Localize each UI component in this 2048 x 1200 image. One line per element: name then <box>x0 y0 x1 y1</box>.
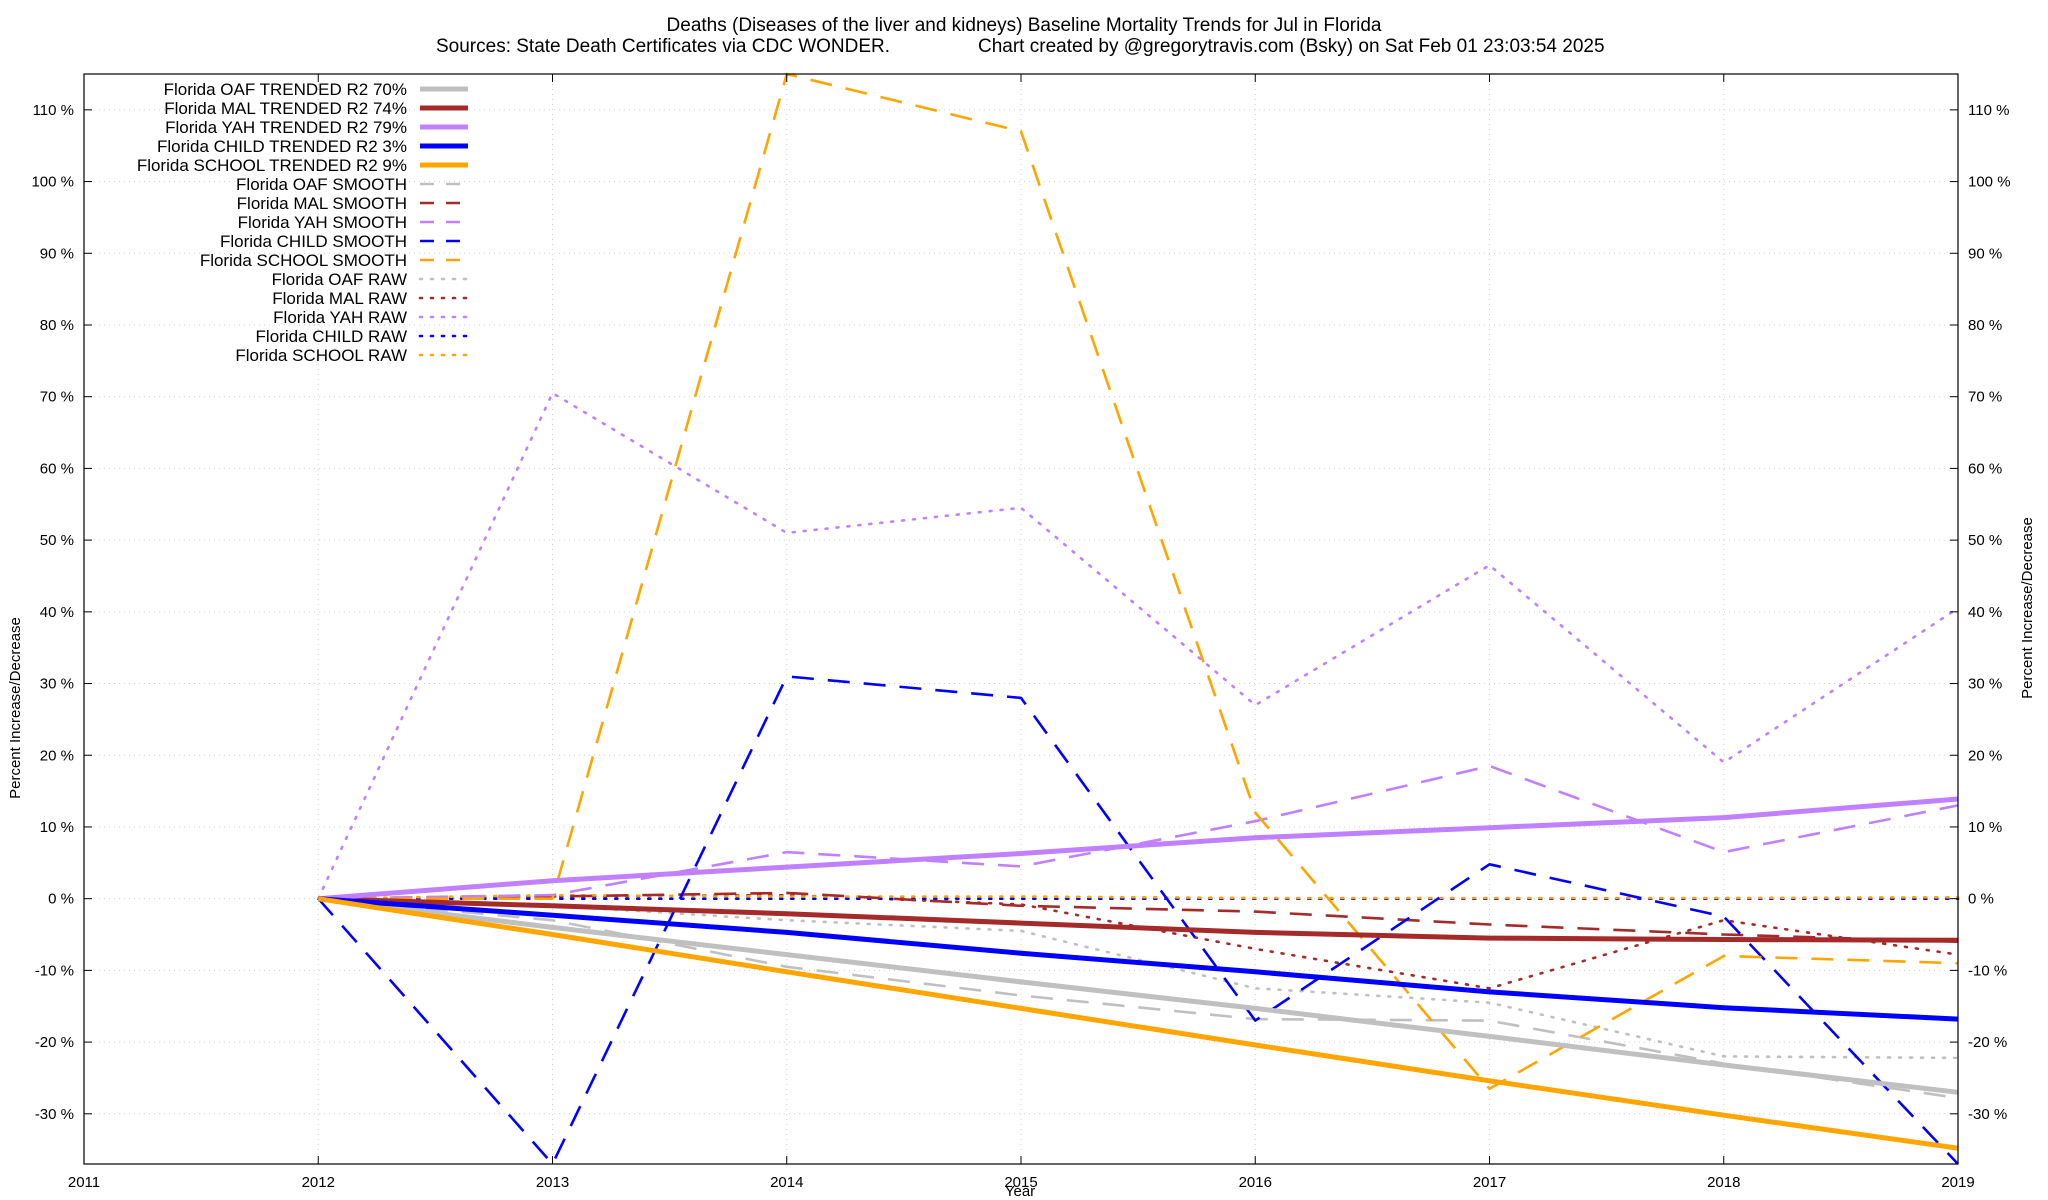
legend-label: Florida YAH RAW <box>273 308 407 327</box>
y-tick-label-left: 80 % <box>40 317 74 334</box>
y-tick-label-right: -10 % <box>1968 962 2007 979</box>
y-tick-label-right: 30 % <box>1968 676 2002 693</box>
y-tick-label-left: 110 % <box>33 102 74 119</box>
y-tick-label-left: 90 % <box>40 245 74 262</box>
chart-title: Deaths (Diseases of the liver and kidney… <box>667 15 1382 36</box>
y-tick-label-right: -30 % <box>1968 1106 2007 1123</box>
chart-subtitle-sources: Sources: State Death Certificates via CD… <box>436 36 890 57</box>
legend-label: Florida OAF RAW <box>272 270 407 289</box>
series-line-0 <box>317 896 1959 1095</box>
y-tick-label-right: 110 % <box>1968 102 2009 119</box>
y-tick-label-right: 80 % <box>1968 317 2002 334</box>
y-tick-label-left: 20 % <box>40 747 74 764</box>
series-line-3 <box>318 896 1959 1022</box>
chart-subtitle-credit: Chart created by @gregorytravis.com (Bsk… <box>978 36 1605 57</box>
y-tick-label-right: 90 % <box>1968 245 2002 262</box>
y-tick-label-right: -20 % <box>1968 1034 2007 1051</box>
legend-label: Florida SCHOOL TRENDED R2 9% <box>137 156 407 175</box>
y-tick-label-right: 60 % <box>1968 460 2002 477</box>
legend-label: Florida OAF SMOOTH <box>236 175 407 194</box>
y-axis-label-right: Percent Increase/Decrease <box>2019 517 2036 699</box>
series-line-9 <box>318 72 1959 1090</box>
legend-label: Florida MAL TRENDED R2 74% <box>164 99 407 118</box>
series-line-2 <box>318 796 1959 902</box>
y-tick-label-left: 10 % <box>40 819 74 836</box>
x-tick-label: 2013 <box>536 1174 569 1191</box>
legend: Florida OAF TRENDED R2 70%Florida MAL TR… <box>137 80 470 365</box>
x-tick-label: 2018 <box>1707 1174 1740 1191</box>
legend-label: Florida YAH SMOOTH <box>238 213 407 232</box>
series-line-14 <box>316 893 1960 901</box>
series-line-4 <box>317 896 1959 1151</box>
legend-label: Florida CHILD TRENDED R2 3% <box>157 137 407 156</box>
y-tick-label-right: 20 % <box>1968 747 2002 764</box>
y-tick-label-right: 100 % <box>1968 174 2011 191</box>
x-tick-label: 2011 <box>68 1174 100 1191</box>
x-tick-label: 2019 <box>1941 1174 1974 1191</box>
y-tick-label-left: 30 % <box>40 676 74 693</box>
legend-label: Florida MAL RAW <box>272 289 407 308</box>
y-tick-label-left: -10 % <box>35 962 74 979</box>
x-tick-label: 2014 <box>770 1174 803 1191</box>
x-axis-label: Year <box>1005 1183 1035 1200</box>
y-tick-label-right: 70 % <box>1968 389 2002 406</box>
series-line-6 <box>318 891 1959 943</box>
y-tick-label-left: 70 % <box>40 389 74 406</box>
legend-label: Florida CHILD RAW <box>256 327 407 346</box>
series-line-8 <box>317 675 1959 1166</box>
series-line-1 <box>318 896 1959 943</box>
x-tick-label: 2016 <box>1239 1174 1272 1191</box>
y-tick-label-right: 50 % <box>1968 532 2002 549</box>
y-tick-label-left: 100 % <box>31 174 74 191</box>
legend-label: Florida MAL SMOOTH <box>237 194 407 213</box>
x-tick-label: 2017 <box>1473 1174 1506 1191</box>
series-line-5 <box>318 897 1959 1100</box>
legend-label: Florida SCHOOL RAW <box>235 346 407 365</box>
series-lines <box>316 72 1960 1166</box>
x-tick-label: 2012 <box>302 1174 335 1191</box>
y-tick-label-right: 40 % <box>1968 604 2002 621</box>
x-tick-label: 2015 <box>1004 1174 1037 1191</box>
y-axis-label-left: Percent Increase/Decrease <box>7 617 24 799</box>
y-tick-label-left: 0 % <box>48 891 74 908</box>
y-tick-label-right: 0 % <box>1968 891 1994 908</box>
y-tick-label-left: 50 % <box>40 532 74 549</box>
y-tick-label-left: 60 % <box>40 460 74 477</box>
axis-ticks: 2011 2012 2013 2014 2015 2016 2017 2018 2019 -30 … <box>31 74 2011 1191</box>
legend-label: Florida CHILD SMOOTH <box>220 232 407 251</box>
y-tick-label-left: 40 % <box>40 604 74 621</box>
y-tick-label-left: -30 % <box>35 1106 74 1123</box>
legend-label: Florida SCHOOL SMOOTH <box>200 251 407 270</box>
legend-label: Florida OAF TRENDED R2 70% <box>164 80 407 99</box>
y-tick-label-left: -20 % <box>35 1034 74 1051</box>
series-line-10 <box>316 897 1960 1060</box>
y-tick-label-right: 10 % <box>1968 819 2002 836</box>
legend-label: Florida YAH TRENDED R2 79% <box>165 118 407 137</box>
series-line-7 <box>318 764 1959 900</box>
